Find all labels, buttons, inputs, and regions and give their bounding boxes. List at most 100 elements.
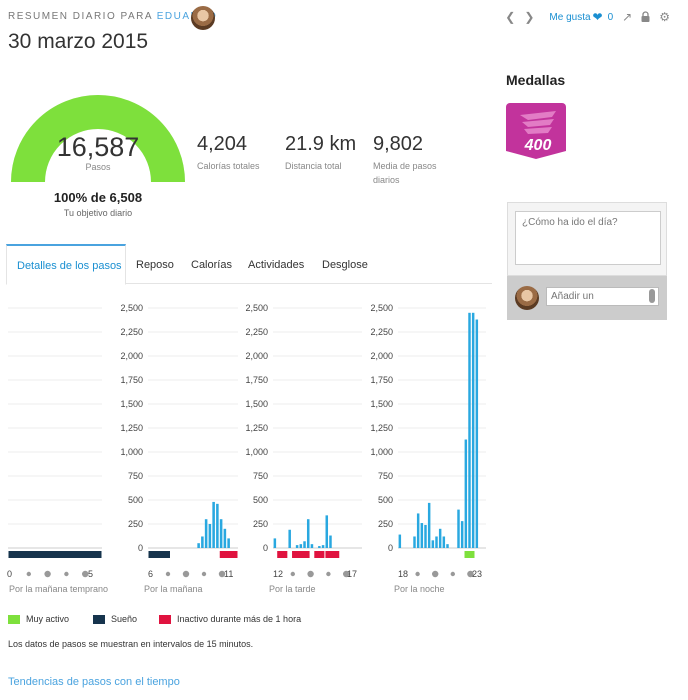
page-title: 30 marzo 2015: [8, 30, 149, 53]
top-toolbar: ❮ ❯ Me gusta ❤ 0 ↗ ⚙: [505, 9, 670, 25]
activity-band-sleep: [148, 551, 170, 558]
y-tick-label: 2,250: [120, 327, 143, 337]
step-bar: [197, 543, 200, 548]
add-comment-input[interactable]: [546, 287, 659, 306]
steps-chart: 2,500 2,250 2,000 1,750 1,500 1,250 1,000 750 5 0…: [8, 303, 486, 578]
stat-calories-label: Calorías totales: [197, 161, 260, 171]
activity-band-active: [464, 551, 475, 558]
y-tick-label: 2,250: [370, 327, 393, 337]
y-tick-label: 1,500: [370, 399, 393, 409]
step-bar: [288, 529, 291, 548]
step-bar: [310, 544, 314, 548]
lock-icon[interactable]: [641, 10, 650, 24]
y-tick-label: 1,750: [120, 375, 143, 385]
add-comment-bar: [507, 276, 667, 320]
legend-item-sleep: Sueño: [93, 614, 137, 624]
y-tick-label: 0: [388, 543, 393, 553]
y-tick-label: 2,500: [120, 303, 143, 313]
timeline-dot: [64, 571, 69, 577]
time-label-start: 0: [7, 569, 13, 579]
time-label-start: 6: [148, 569, 154, 579]
y-tick-label: 2,000: [370, 351, 393, 361]
time-label-end: 23: [472, 569, 483, 579]
step-bar: [460, 521, 464, 548]
activity-band-inactive: [292, 551, 310, 558]
timeline-dot: [450, 571, 455, 577]
period-label: Por la mañana: [144, 584, 203, 594]
summary-kicker-text: RESUMEN DIARIO PARA: [8, 11, 153, 22]
medals-title: Medallas: [506, 72, 566, 88]
stat-distance-value: 21.9 km: [285, 133, 357, 155]
step-bar: [318, 546, 321, 548]
like-count: 0: [607, 11, 614, 23]
timeline-dot: [307, 570, 314, 578]
time-label-end: 11: [224, 569, 234, 579]
step-bar: [438, 528, 442, 548]
gear-icon[interactable]: ⚙: [659, 10, 670, 24]
time-label-end: 17: [347, 569, 358, 579]
period-label: Por la tarde: [269, 584, 316, 594]
timeline-dot: [290, 571, 295, 577]
tab-calories[interactable]: Calorías: [191, 259, 232, 271]
comment-panel: [507, 202, 667, 276]
timeline-dot: [326, 571, 331, 577]
user-name-link[interactable]: EDUARDO: [156, 11, 218, 22]
avatar[interactable]: [191, 6, 215, 30]
step-bar: [325, 515, 329, 548]
y-tick-label: 250: [128, 519, 143, 529]
goal-percent: 100% de 6,508: [53, 190, 143, 205]
timeline-dot: [432, 570, 439, 578]
activity-band-inactive: [314, 551, 325, 558]
step-bar: [457, 509, 460, 548]
tab-rest[interactable]: Reposo: [136, 259, 174, 271]
step-trends-link[interactable]: Tendencias de pasos con el tiempo: [8, 676, 180, 688]
timeline-dot: [182, 570, 190, 578]
step-bar: [464, 439, 468, 548]
y-tick-label: 1,250: [120, 423, 143, 433]
stat-average-steps: 9,802 Media de pasos diarios: [373, 133, 453, 188]
y-tick-label: 1,500: [120, 399, 143, 409]
time-label-start: 18: [398, 569, 409, 579]
legend-label: Muy activo: [26, 614, 70, 624]
y-tick-label: 750: [378, 471, 393, 481]
share-icon[interactable]: ↗: [622, 10, 633, 24]
interval-note: Los datos de pasos se muestran en interv…: [8, 639, 254, 649]
tab-breakdown[interactable]: Desglose: [322, 259, 368, 271]
timeline-dot: [165, 571, 171, 577]
time-label-start: 12: [273, 569, 284, 579]
gauge-fill: [11, 95, 185, 183]
step-bar: [424, 524, 427, 548]
goal-label: Tu objetivo diario: [63, 208, 133, 218]
y-tick-label: 1,000: [120, 447, 143, 457]
timeline-dot: [44, 570, 51, 578]
step-bar: [295, 545, 299, 548]
step-bar: [219, 519, 223, 548]
like-button[interactable]: Me gusta ❤: [549, 10, 602, 24]
stat-calories: 4,204 Calorías totales: [197, 133, 260, 173]
y-tick-label: 750: [253, 471, 268, 481]
chevron-left-icon[interactable]: ❮: [505, 10, 516, 24]
y-tick-label: 1,250: [370, 423, 393, 433]
tab-step-details[interactable]: Detalles de los pasos: [6, 244, 126, 285]
legend-label: Sueño: [111, 614, 138, 624]
y-tick-label: 2,500: [370, 303, 393, 313]
wing-icon: [520, 111, 556, 134]
timeline-dot: [82, 570, 89, 578]
activity-band-inactive: [219, 551, 238, 558]
y-tick-label: 250: [253, 519, 268, 529]
legend-item-inactive: Inactivo durante más de 1 hora: [159, 614, 301, 624]
tab-activities[interactable]: Actividades: [248, 259, 305, 271]
timeline-dot: [467, 570, 474, 578]
avatar: [515, 286, 539, 310]
step-bar: [435, 536, 438, 548]
comment-textarea[interactable]: [515, 211, 661, 265]
step-bar: [216, 503, 219, 548]
step-bar: [299, 544, 303, 548]
step-bar: [201, 536, 204, 548]
chevron-right-icon[interactable]: ❯: [524, 10, 535, 24]
steps-gauge: [8, 82, 188, 192]
timeline-dot: [201, 571, 207, 577]
scrollbar[interactable]: [649, 289, 655, 303]
time-label-end: 5: [88, 569, 94, 579]
medal-badge[interactable]: 400: [506, 103, 566, 159]
